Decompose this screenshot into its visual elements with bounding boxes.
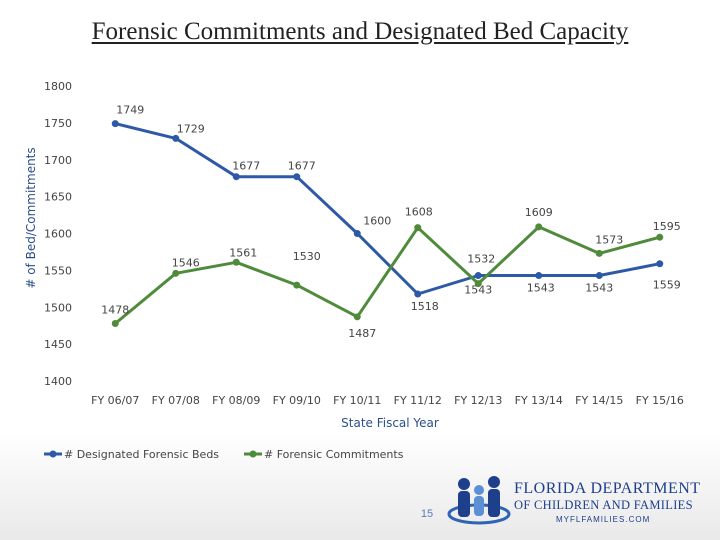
data-point bbox=[232, 173, 240, 181]
data-label: 1595 bbox=[653, 220, 681, 233]
data-label: 1600 bbox=[363, 215, 391, 228]
data-point bbox=[656, 233, 664, 241]
y-axis-ticks: 1400 1450 1500 1550 1600 1650 1700 1750 1800 bbox=[44, 80, 72, 388]
data-label: 1559 bbox=[653, 279, 681, 292]
series-line bbox=[114, 122, 661, 296]
y-tick-label: 1700 bbox=[44, 154, 72, 167]
y-tick-label: 1500 bbox=[44, 301, 72, 314]
data-point bbox=[353, 313, 361, 321]
data-point bbox=[232, 258, 240, 266]
data-point bbox=[293, 173, 301, 181]
data-label: 1478 bbox=[101, 303, 129, 316]
logo-line1: FLORIDA DEPARTMENT bbox=[514, 480, 701, 497]
legend-marker bbox=[249, 450, 257, 458]
x-tick-label: FY 11/12 bbox=[394, 394, 442, 407]
series-layer bbox=[111, 120, 664, 327]
y-tick-label: 1750 bbox=[44, 117, 72, 130]
data-label: 1573 bbox=[595, 233, 623, 246]
data-point bbox=[656, 260, 664, 268]
y-tick-label: 1600 bbox=[44, 228, 72, 241]
data-point bbox=[293, 281, 301, 289]
x-axis-ticks: FY 06/07 FY 07/08 FY 08/09 FY 09/10 FY 10/11… bbox=[91, 394, 684, 407]
x-tick-label: FY 08/09 bbox=[212, 394, 260, 407]
legend-label: # Forensic Commitments bbox=[264, 448, 404, 461]
data-point bbox=[172, 269, 180, 277]
data-point bbox=[595, 272, 603, 280]
data-label: 1543 bbox=[464, 284, 492, 297]
legend-label: # Designated Forensic Beds bbox=[64, 448, 219, 461]
x-axis-title: State Fiscal Year bbox=[341, 416, 439, 430]
logo-line2: OF CHILDREN AND FAMILIES bbox=[514, 498, 693, 512]
data-label: 1608 bbox=[405, 206, 433, 219]
slide-title-text: Forensic Commitments and Designated Bed … bbox=[91, 18, 629, 45]
data-label: 1530 bbox=[293, 250, 321, 263]
data-label: 1532 bbox=[467, 253, 495, 266]
page-number: 15 bbox=[420, 508, 434, 520]
y-axis-title: # of Bed/Commitments bbox=[24, 147, 38, 288]
x-tick-label: FY 13/14 bbox=[515, 394, 563, 407]
y-tick-label: 1650 bbox=[44, 191, 72, 204]
x-tick-label: FY 10/11 bbox=[333, 394, 381, 407]
data-point bbox=[414, 224, 422, 232]
slide-title: Forensic Commitments and Designated Bed … bbox=[0, 18, 720, 46]
data-point bbox=[474, 272, 482, 280]
y-tick-label: 1550 bbox=[44, 264, 72, 277]
data-label: 1677 bbox=[232, 160, 260, 173]
legend-marker bbox=[49, 450, 57, 458]
data-point bbox=[535, 223, 543, 231]
x-tick-label: FY 12/13 bbox=[454, 394, 502, 407]
data-label: 1561 bbox=[229, 246, 257, 259]
data-point bbox=[474, 280, 482, 288]
x-tick-label: FY 06/07 bbox=[91, 394, 139, 407]
data-point bbox=[172, 134, 180, 142]
legend: # Designated Forensic Beds # Forensic Com… bbox=[44, 448, 404, 461]
data-label: 1543 bbox=[585, 282, 613, 295]
data-label: 1729 bbox=[177, 122, 205, 135]
data-label: 1543 bbox=[527, 282, 555, 295]
x-tick-label: FY 09/10 bbox=[273, 394, 321, 407]
data-label: 1518 bbox=[411, 300, 439, 313]
x-tick-label: FY 14/15 bbox=[575, 394, 623, 407]
dcf-logo: FLORIDA DEPARTMENT OF CHILDREN AND FAMIL… bbox=[446, 472, 708, 530]
data-label: 1749 bbox=[116, 104, 144, 117]
family-logo-icon bbox=[447, 476, 511, 525]
data-label: 1677 bbox=[288, 160, 316, 173]
y-tick-label: 1400 bbox=[44, 375, 72, 388]
data-point bbox=[111, 319, 119, 327]
x-tick-label: FY 15/16 bbox=[636, 394, 684, 407]
data-label: 1546 bbox=[172, 256, 200, 269]
series-line bbox=[114, 225, 661, 325]
x-tick-label: FY 07/08 bbox=[152, 394, 200, 407]
data-point bbox=[353, 230, 361, 237]
y-tick-label: 1800 bbox=[44, 80, 72, 93]
logo-line3: MYFLFAMILIES.COM bbox=[556, 515, 651, 524]
y-tick-label: 1450 bbox=[44, 338, 72, 351]
data-point bbox=[595, 249, 603, 257]
data-labels: 1749 1729 1677 1677 1600 1518 1543 1543 1543 1559… bbox=[101, 104, 681, 340]
data-label: 1487 bbox=[348, 327, 376, 340]
data-point bbox=[111, 120, 119, 128]
data-point bbox=[414, 290, 422, 298]
data-label: 1609 bbox=[525, 206, 553, 219]
data-point bbox=[535, 272, 543, 280]
